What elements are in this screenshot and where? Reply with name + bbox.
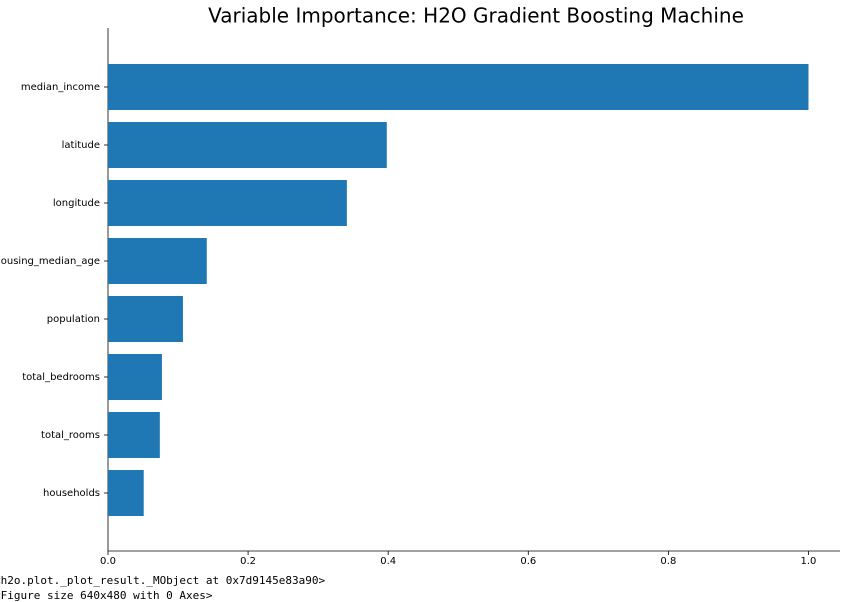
x-tick-label: 1.0 — [801, 556, 817, 567]
x-tick-label: 0.0 — [100, 556, 116, 567]
y-tick-label: total_bedrooms — [22, 372, 100, 383]
bar — [108, 412, 160, 458]
y-tick-label: housing_median_age — [0, 256, 100, 267]
x-tick-label: 0.6 — [520, 556, 536, 567]
y-tick-label: households — [43, 488, 100, 499]
bar — [108, 122, 387, 168]
y-tick-label: total_rooms — [41, 430, 100, 441]
bar — [108, 64, 809, 110]
y-tick-label: median_income — [21, 82, 100, 93]
bar — [108, 180, 347, 226]
x-tick-label: 0.2 — [240, 556, 256, 567]
console-output: <h2o.plot._plot_result._MObject at 0x7d9… — [0, 574, 326, 587]
bar — [108, 238, 207, 284]
x-tick-label: 0.8 — [660, 556, 676, 567]
y-tick-label: population — [47, 314, 100, 325]
bar — [108, 354, 162, 400]
bar — [108, 470, 144, 516]
x-tick-label: 0.4 — [380, 556, 396, 567]
chart-title: Variable Importance: H2O Gradient Boosti… — [208, 4, 744, 28]
y-tick-label: latitude — [62, 140, 100, 151]
y-tick-label: longitude — [53, 198, 100, 209]
console-output: <Figure size 640x480 with 0 Axes> — [0, 589, 213, 602]
bar — [108, 296, 183, 342]
